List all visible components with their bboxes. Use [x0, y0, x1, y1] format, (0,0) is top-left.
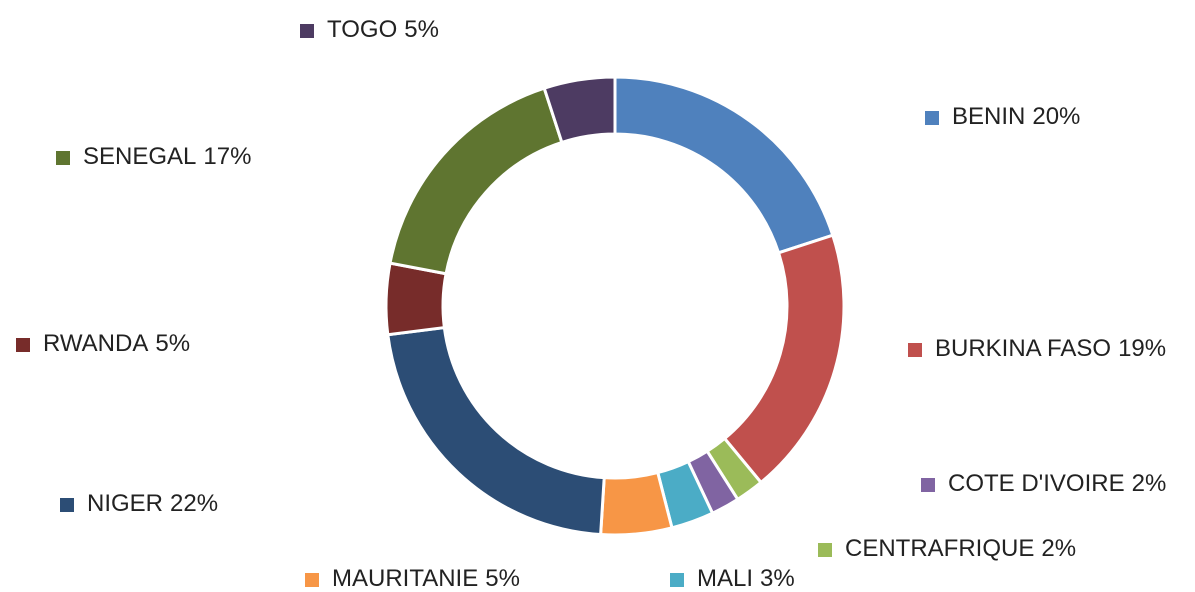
- legend-name: BENIN: [952, 103, 1025, 130]
- legend-swatch: [818, 543, 832, 557]
- legend-label: COTE D'IVOIRE 2%: [948, 470, 1166, 497]
- legend-value: 5%: [155, 330, 190, 357]
- slice: [599, 470, 674, 537]
- legend-value: 5%: [404, 16, 439, 43]
- legend-swatch: [925, 111, 939, 125]
- legend-label: BENIN 20%: [952, 103, 1080, 130]
- legend-label: RWANDA 5%: [43, 330, 190, 357]
- legend-name: CENTRAFRIQUE: [845, 535, 1034, 562]
- legend-label: CENTRAFRIQUE 2%: [845, 535, 1076, 562]
- legend-value: 19%: [1118, 335, 1166, 362]
- slice: [384, 261, 448, 337]
- legend-label: NIGER 22%: [87, 490, 218, 517]
- legend-swatch: [921, 478, 935, 492]
- legend-swatch: [300, 24, 314, 38]
- legend-value: 5%: [485, 565, 520, 592]
- legend-value: 20%: [1032, 103, 1080, 130]
- legend-swatch: [670, 573, 684, 587]
- legend-label: BURKINA FASO 19%: [935, 335, 1166, 362]
- legend-name: BURKINA FASO: [935, 335, 1111, 362]
- legend-swatch: [56, 151, 70, 165]
- legend-name: MALI: [697, 565, 753, 592]
- legend-value: 17%: [203, 143, 251, 170]
- slice: [613, 75, 835, 255]
- slice: [386, 325, 606, 537]
- legend-label: SENEGAL 17%: [83, 143, 251, 170]
- legend-name: RWANDA: [43, 330, 148, 357]
- legend-name: COTE D'IVOIRE: [948, 470, 1125, 497]
- legend-name: NIGER: [87, 490, 163, 517]
- legend-value: 22%: [170, 490, 218, 517]
- legend-label: MALI 3%: [697, 565, 795, 592]
- legend-name: MAURITANIE: [332, 565, 478, 592]
- legend-label: MAURITANIE 5%: [332, 565, 520, 592]
- legend-value: 2%: [1132, 470, 1167, 497]
- legend-swatch: [305, 573, 319, 587]
- legend-name: SENEGAL: [83, 143, 196, 170]
- slice: [542, 75, 617, 145]
- legend-name: TOGO: [327, 16, 397, 43]
- legend-swatch: [908, 343, 922, 357]
- legend-value: 2%: [1041, 535, 1076, 562]
- legend-value: 3%: [760, 565, 795, 592]
- legend-swatch: [16, 338, 30, 352]
- slice: [388, 86, 564, 276]
- legend-swatch: [60, 498, 74, 512]
- slice: [722, 233, 846, 485]
- legend-label: TOGO 5%: [327, 16, 439, 43]
